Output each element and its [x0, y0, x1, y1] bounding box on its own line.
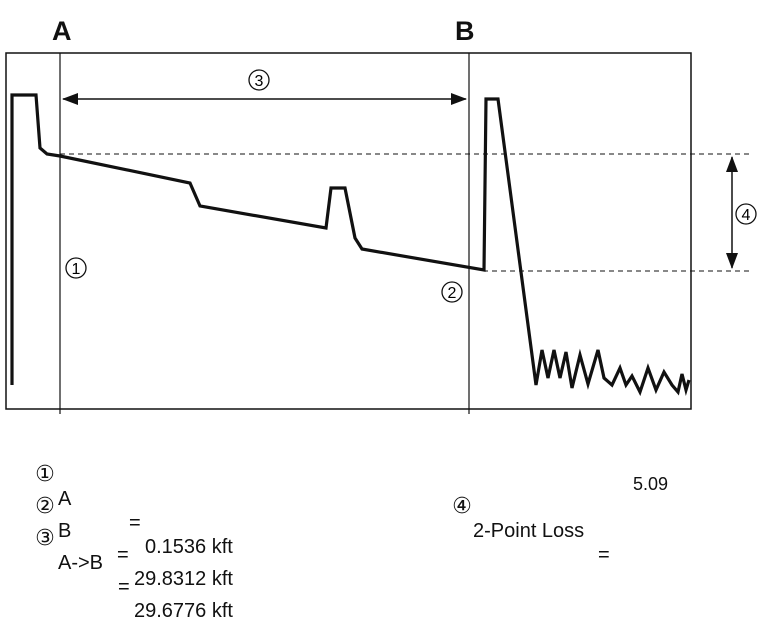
legend-loss-name: 2-Point Loss [473, 520, 585, 542]
legend-ab-sep: = [118, 576, 130, 598]
legend-marker-3: ③ [35, 526, 55, 551]
marker-2: 2 [441, 281, 463, 303]
svg-text:3: 3 [255, 73, 264, 90]
otdr-trace-diagram: A B 3 4 1 2 [5, 16, 757, 414]
legend-a-value: 0.1536 kft [145, 536, 233, 558]
legend-row-loss: ④ 2-Point Loss = 5.09 [441, 471, 668, 591]
legend-b-value: 29.8312 kft [134, 568, 233, 590]
svg-text:4: 4 [742, 207, 751, 224]
marker-3: 3 [248, 69, 270, 91]
legend-ab-value: 29.6776 kft [134, 600, 233, 622]
legend-row-ab: ③ A->B = 29.6776 kft [24, 503, 233, 623]
legend-a-name: A [58, 488, 72, 510]
marker-1: 1 [65, 257, 87, 279]
legend-loss-value: 5.09 [633, 474, 669, 494]
legend-ab-name: A->B [58, 552, 104, 574]
svg-text:1: 1 [72, 261, 81, 278]
marker-4: 4 [735, 203, 757, 225]
legend-a-sep: = [129, 512, 141, 534]
legend-marker-4: ④ [452, 494, 472, 519]
legend-b-sep: = [117, 544, 129, 566]
legend-b-name: B [58, 520, 72, 542]
cursor-b-label: B [455, 16, 475, 46]
svg-text:2: 2 [448, 285, 457, 302]
cursor-a-label: A [52, 16, 72, 46]
plot-frame [5, 52, 692, 410]
legend-marker-1: ① [35, 462, 55, 487]
otdr-trace [10, 93, 691, 397]
legend-marker-2: ② [35, 494, 55, 519]
legend-loss-sep: = [598, 544, 610, 566]
